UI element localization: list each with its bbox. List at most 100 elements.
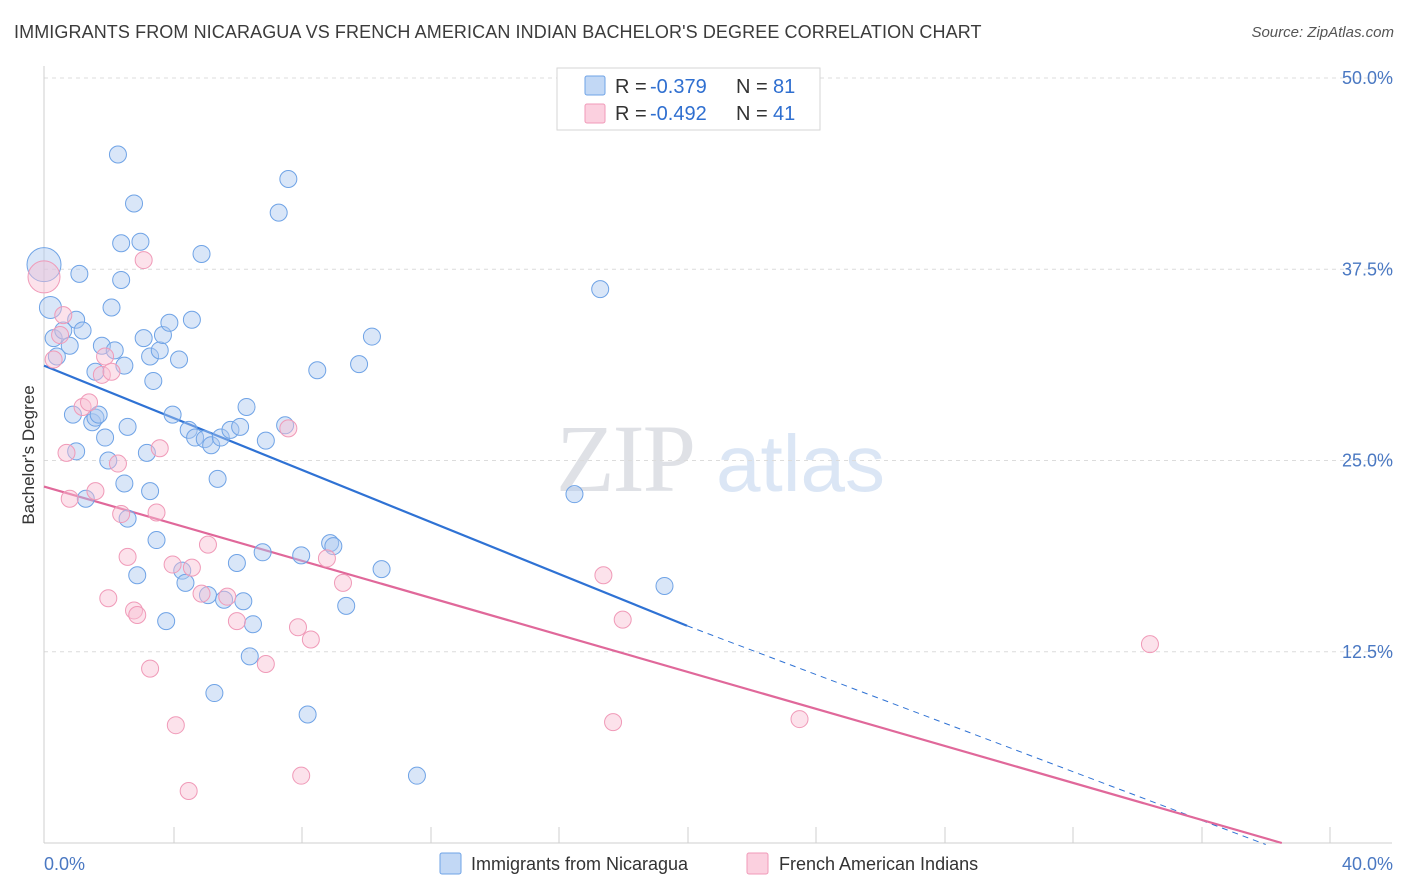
point-french-american-indians-1: [44, 350, 63, 369]
point-nicaragua-58: [231, 417, 250, 436]
series-swatch-french-american-indians: [746, 852, 769, 875]
point-nicaragua-64: [256, 431, 275, 450]
point-french-american-indians-20: [147, 503, 166, 522]
chart-title: IMMIGRANTS FROM NICARAGUA VS FRENCH AMER…: [14, 22, 982, 42]
point-nicaragua-68: [292, 546, 311, 565]
point-french-american-indians-14: [112, 505, 131, 524]
point-nicaragua-23: [112, 270, 131, 289]
legend-n-label-2: N =: [736, 103, 768, 125]
point-nicaragua-61: [240, 647, 259, 666]
trend-line-0: [43, 364, 688, 627]
point-french-american-indians-13: [108, 454, 127, 473]
point-french-american-indians-36: [333, 573, 352, 592]
point-nicaragua-42: [170, 350, 189, 369]
point-nicaragua-13: [86, 408, 105, 427]
legend-n-value-1: 81: [773, 76, 795, 98]
point-nicaragua-34: [144, 371, 163, 390]
point-nicaragua-51: [202, 436, 221, 455]
point-nicaragua-67: [279, 169, 298, 188]
point-nicaragua-9: [63, 405, 82, 424]
legend-swatch-pink: [584, 103, 606, 124]
trend-extension-0: [686, 625, 1266, 845]
trend-line-1: [43, 485, 1283, 845]
point-french-american-indians-39: [613, 610, 632, 629]
point-nicaragua-57: [227, 554, 246, 573]
y-tick-label-2: 37.5%: [1342, 259, 1393, 279]
point-nicaragua-40: [160, 313, 179, 332]
point-nicaragua-22: [112, 234, 131, 253]
point-nicaragua-66: [276, 416, 295, 435]
point-nicaragua-76: [372, 560, 391, 579]
series-label-french-american-indians: French American Indians: [779, 854, 978, 874]
watermark-zip: ZIP: [556, 405, 694, 512]
point-nicaragua-55: [215, 590, 234, 609]
point-french-american-indians-9: [92, 365, 111, 384]
point-french-american-indians-27: [198, 535, 217, 554]
point-nicaragua-36: [147, 531, 166, 550]
point-french-american-indians-18: [134, 251, 153, 270]
point-nicaragua-14: [89, 405, 108, 424]
point-french-american-indians-40: [790, 710, 809, 729]
point-nicaragua-53: [208, 469, 227, 488]
point-nicaragua-21: [108, 145, 127, 164]
series-label-nicaragua: Immigrants from Nicaragua: [471, 854, 689, 874]
point-nicaragua-29: [128, 566, 147, 585]
point-nicaragua-10: [67, 442, 86, 461]
point-french-american-indians-4: [57, 443, 76, 462]
point-nicaragua-75: [362, 327, 381, 346]
point-nicaragua-48: [192, 244, 211, 263]
point-nicaragua-37: [150, 341, 169, 360]
point-nicaragua-45: [179, 420, 198, 439]
point-nicaragua-47: [186, 428, 205, 447]
legend-r-label-1: R =: [615, 76, 647, 98]
y-tick-label-3: 50.0%: [1342, 68, 1393, 88]
point-nicaragua-3: [47, 347, 66, 366]
point-nicaragua-18: [99, 451, 118, 470]
point-french-american-indians-38: [604, 713, 623, 732]
trend-lines: [43, 364, 1283, 845]
point-nicaragua-60: [237, 397, 256, 416]
point-nicaragua-7: [70, 264, 89, 283]
source-label: Source: ZipAtlas.com: [1251, 24, 1394, 41]
point-french-american-indians-30: [256, 654, 275, 673]
point-nicaragua-0: [26, 247, 62, 283]
legend-r-label-2: R =: [615, 103, 647, 125]
point-french-american-indians-3: [54, 306, 73, 325]
point-french-american-indians-5: [60, 489, 79, 508]
point-nicaragua-46: [182, 310, 201, 329]
point-french-american-indians-24: [179, 781, 198, 800]
point-french-american-indians-12: [102, 362, 121, 381]
point-french-american-indians-22: [163, 555, 182, 574]
point-french-american-indians-33: [292, 766, 311, 785]
legend-r-value-2: -0.492: [650, 103, 707, 125]
point-french-american-indians-2: [51, 326, 70, 345]
x-tick-label-0: 0.0%: [44, 854, 85, 874]
point-french-american-indians-19: [141, 659, 160, 678]
legend-r-value-1: -0.379: [650, 76, 707, 98]
legend-swatch-blue: [584, 75, 606, 96]
point-french-american-indians-41: [1140, 635, 1159, 654]
point-nicaragua-20: [105, 341, 124, 360]
y-tick-label-0: 12.5%: [1342, 642, 1393, 662]
point-nicaragua-70: [308, 361, 327, 380]
y-tick-label-1: 25.0%: [1342, 451, 1393, 471]
point-nicaragua-26: [115, 474, 134, 493]
point-french-american-indians-28: [218, 587, 237, 606]
scatter-points: [26, 145, 1159, 800]
point-french-american-indians-31: [279, 419, 298, 438]
point-nicaragua-79: [591, 280, 610, 299]
series-swatch-nicaragua: [439, 852, 462, 875]
point-nicaragua-11: [76, 489, 95, 508]
point-french-american-indians-29: [227, 612, 246, 631]
point-french-american-indians-0: [27, 260, 61, 294]
point-nicaragua-41: [163, 405, 182, 424]
grid-lines: [44, 77, 1392, 653]
point-french-american-indians-17: [128, 606, 147, 625]
point-nicaragua-44: [176, 573, 195, 592]
x-tick-labels: 0.0% 40.0%: [44, 854, 1393, 874]
point-nicaragua-39: [157, 612, 176, 631]
point-nicaragua-71: [321, 534, 340, 553]
point-nicaragua-54: [211, 428, 230, 447]
point-nicaragua-52: [205, 684, 224, 703]
